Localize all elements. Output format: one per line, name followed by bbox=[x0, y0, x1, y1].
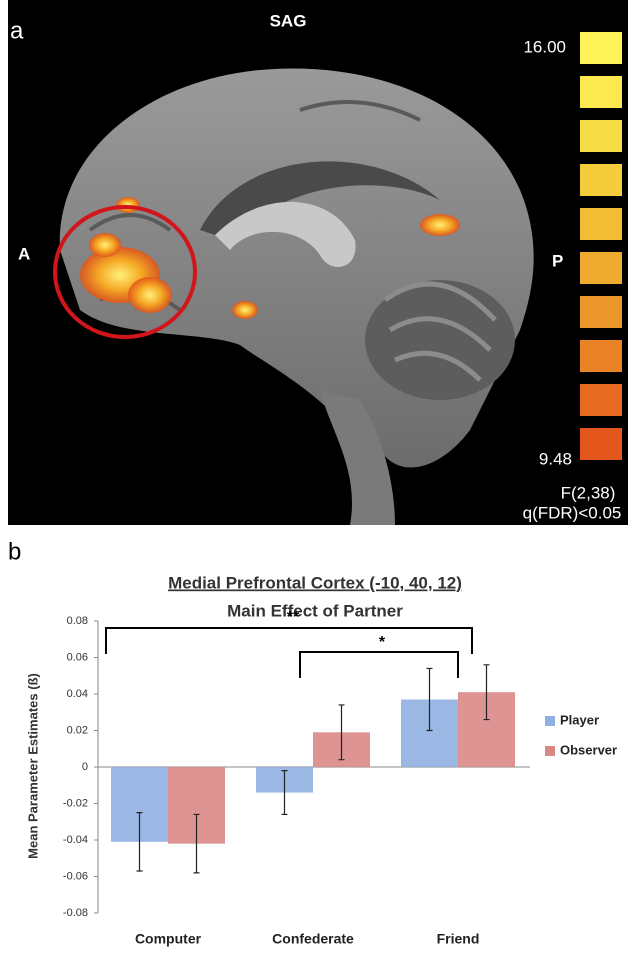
significance-bracket bbox=[106, 628, 472, 654]
x-tick-label: Confederate bbox=[272, 931, 354, 947]
chart-subtitle: Main Effect of Partner bbox=[227, 601, 403, 620]
y-axis-label: Mean Parameter Estimates (ß) bbox=[25, 673, 40, 859]
significance-bracket bbox=[300, 652, 458, 678]
panel-label: a bbox=[10, 17, 24, 44]
view-label: SAG bbox=[270, 11, 307, 30]
y-tick-label: 0.06 bbox=[67, 651, 88, 663]
y-tick-label: -0.04 bbox=[63, 834, 88, 846]
scale-max: 16.00 bbox=[523, 37, 566, 56]
y-tick-label: 0.04 bbox=[67, 688, 88, 700]
y-tick-label: -0.02 bbox=[63, 797, 88, 809]
scale-min: 9.48 bbox=[539, 449, 572, 468]
x-tick-label: Friend bbox=[437, 931, 480, 947]
y-tick-label: 0.08 bbox=[67, 615, 88, 627]
figure: a SAG A P 16.00 9.48 F(2,38) q(FDR)<0.05… bbox=[0, 0, 637, 951]
legend-label: Player bbox=[560, 712, 599, 727]
panel-label: b bbox=[8, 538, 21, 565]
x-tick-label: Computer bbox=[135, 931, 202, 947]
y-tick-label: 0.02 bbox=[67, 724, 88, 736]
posterior-label: P bbox=[552, 251, 563, 270]
y-tick-label: -0.08 bbox=[63, 907, 88, 919]
significance-label: ** bbox=[287, 609, 300, 626]
chart-title: Medial Prefrontal Cortex (-10, 40, 12) bbox=[168, 573, 462, 592]
legend-swatch bbox=[545, 746, 555, 756]
anterior-label: A bbox=[18, 244, 30, 263]
y-tick-label: 0 bbox=[82, 761, 88, 773]
threshold-label: q(FDR)<0.05 bbox=[523, 503, 622, 522]
significance-label: * bbox=[379, 634, 386, 651]
stat-label: F(2,38) bbox=[561, 483, 616, 502]
legend-swatch bbox=[545, 716, 555, 726]
y-tick-label: -0.06 bbox=[63, 870, 88, 882]
legend-label: Observer bbox=[560, 742, 617, 757]
